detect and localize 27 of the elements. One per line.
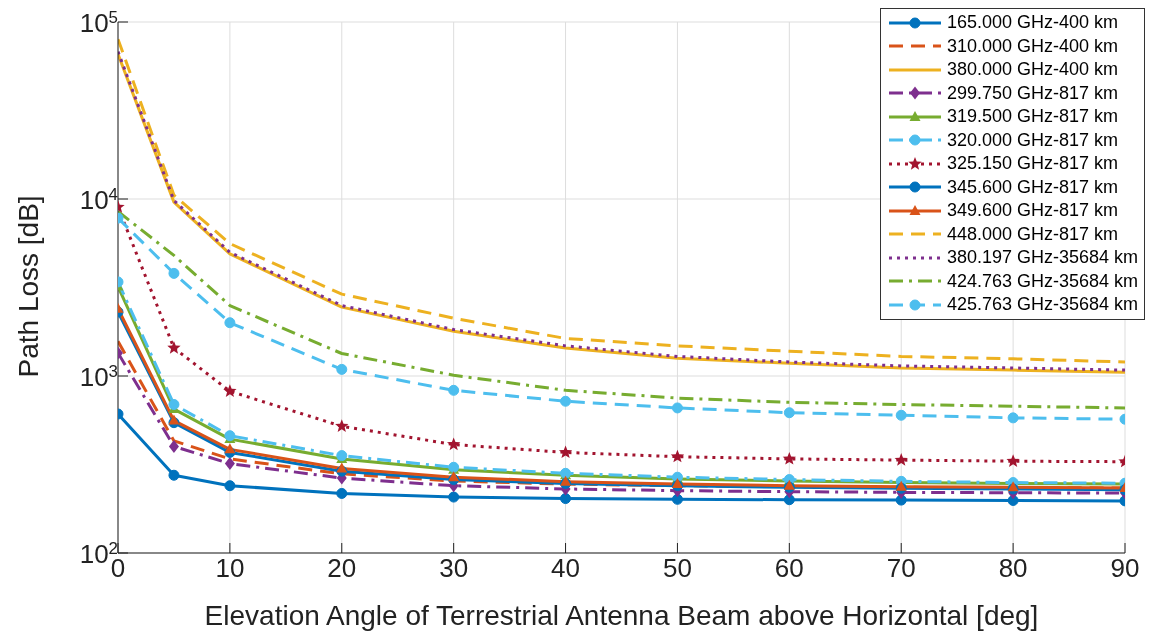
x-tick-label: 30 — [439, 553, 469, 584]
legend-label: 448.000 GHz-817 km — [946, 222, 1118, 246]
x-tick-label: 20 — [327, 553, 357, 584]
x-tick-label: 90 — [1110, 553, 1140, 584]
legend-label: 345.600 GHz-817 km — [946, 175, 1118, 199]
x-tick-label: 40 — [551, 553, 581, 584]
legend-label: 325.150 GHz-817 km — [946, 152, 1118, 175]
legend-label: 349.600 GHz-817 km — [946, 199, 1118, 222]
y-tick-label: 10$^{5}$ — [79, 7, 118, 38]
x-tick-label: 70 — [886, 553, 916, 584]
x-tick-label: 60 — [774, 553, 804, 584]
y-tick-label: 10$^{4}$ — [79, 184, 118, 215]
x-axis-title: Elevation Angle of Terrestrial Antenna Beam above Horizontal [deg] — [204, 600, 1039, 631]
legend-label: 380.000 GHz-400 km — [946, 58, 1118, 81]
y-tick-label: 10$^{3}$ — [79, 361, 118, 392]
y-axis-title: Path Loss [dB] — [12, 195, 44, 378]
legend-label: 165.000 GHz-400 km — [946, 11, 1118, 34]
x-tick-label: 50 — [662, 553, 692, 584]
legend-label: 319.500 GHz-817 km — [946, 105, 1118, 128]
legend-label: 380.197 GHz-35684 km — [946, 246, 1138, 269]
legend-label: 424.763 GHz-35684 km — [946, 269, 1138, 293]
legend-label: 320.000 GHz-817 km — [946, 128, 1118, 152]
legend-label: 299.750 GHz-817 km — [946, 81, 1118, 105]
legend-label: 310.000 GHz-400 km — [946, 34, 1118, 58]
x-tick-label: 80 — [998, 553, 1028, 584]
x-tick-label: 10 — [215, 553, 245, 584]
legend-label: 425.763 GHz-35684 km — [946, 293, 1138, 316]
